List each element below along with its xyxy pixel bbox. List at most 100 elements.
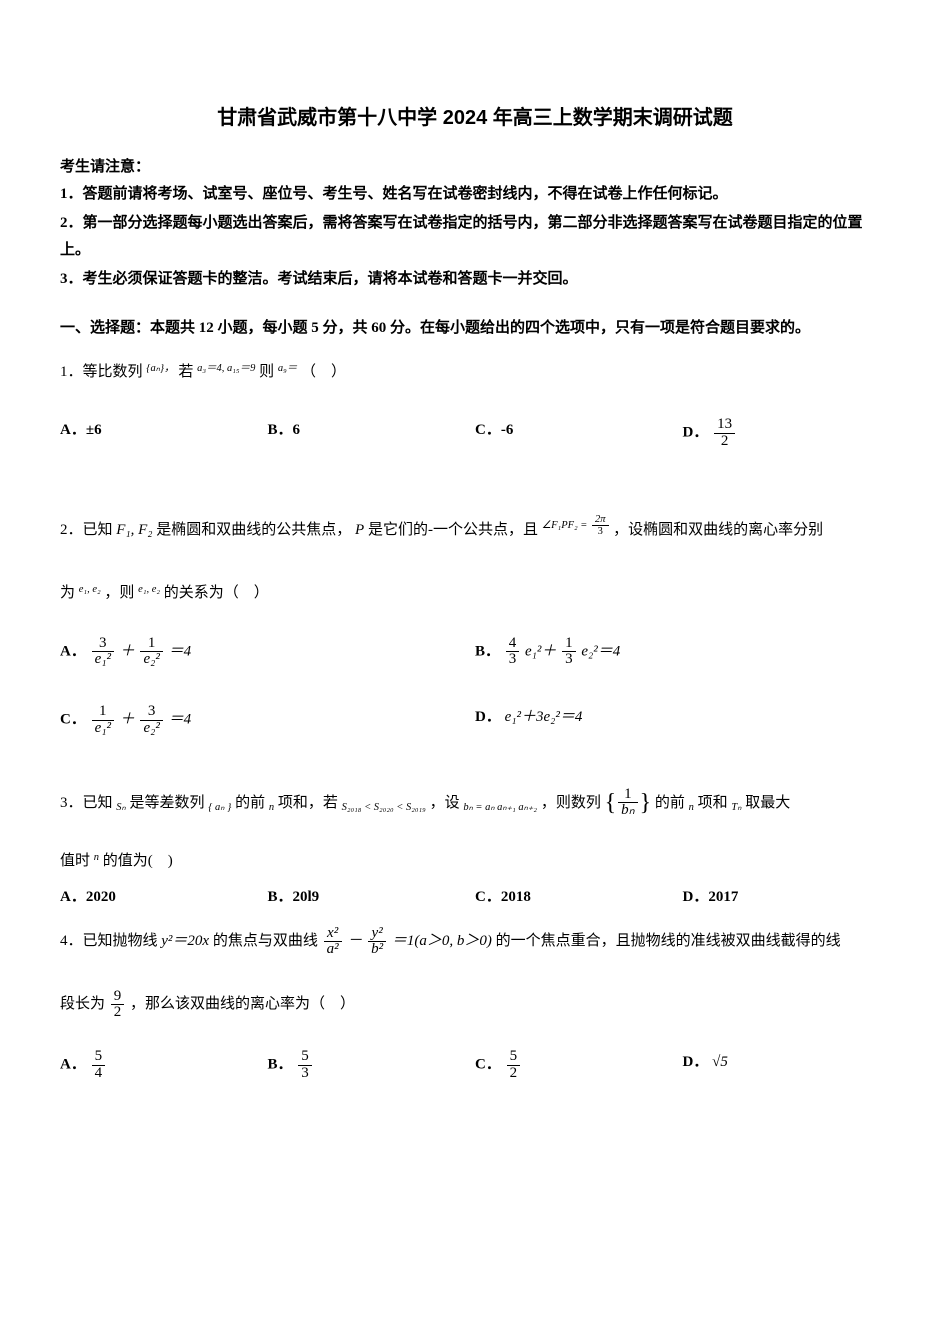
q4-opt-a: A． 54 [60, 1049, 268, 1082]
n: y² [368, 926, 386, 943]
n: 3 [92, 636, 114, 653]
t: ，设椭圆和双曲线的离心率分别 [613, 522, 823, 538]
d: a² [324, 942, 342, 958]
q2-options-row1: A． 3e₁² ＋ 1e₂² ＝4 B． 43 e₁²＋ 13 e₂²＝4 [60, 636, 890, 669]
l: B． [268, 1057, 293, 1073]
q1-opt-b: B．6 [268, 417, 476, 450]
q2-angle-lhs: ∠F₁PF₂ = [542, 520, 588, 531]
l: A． [60, 1057, 86, 1073]
t: 值时 [60, 853, 90, 869]
q2-p: P [355, 522, 364, 538]
notice-label: 考生请注意： [60, 154, 890, 181]
q3-opt-c: C．2018 [475, 884, 683, 911]
t: 是它们的-一个公共点，且 [368, 522, 542, 538]
t: 项和 [698, 794, 728, 810]
q1-prefix: 1．等比数列 [60, 364, 143, 380]
d: e₁² [92, 721, 114, 737]
d: e₂² [140, 652, 162, 668]
q1-text: 1．等比数列 {aₙ}， 若 a₃＝4, a₁₅＝9 则 a₉＝ （ ） [60, 356, 890, 389]
d: 3 [298, 1066, 312, 1082]
opt-label: B． [475, 643, 500, 659]
q1-options: A．±6 B．6 C．-6 D． 132 [60, 417, 890, 450]
m: e₁²＋ [525, 643, 556, 659]
notice-2: 2．第一部分选择题每小题选出答案后，需将答案写在试卷指定的括号内，第二部分非选择… [60, 210, 890, 264]
question-3: 3．已知 Sₙ 是等差数列 { aₙ } 的前 n 项和，若 S₂₀₁₈ < S… [60, 777, 890, 912]
n: 1 [562, 636, 576, 653]
v: √5 [712, 1054, 728, 1070]
d: 3 [506, 652, 520, 668]
t: 2．已知 [60, 522, 113, 538]
opt-label: A． [60, 422, 86, 438]
sn: Sₙ [116, 801, 125, 812]
frac-den: 2 [714, 434, 735, 450]
n2: n [689, 801, 694, 812]
sep: － [347, 933, 362, 949]
q2-foci: F₁, F₂ [116, 522, 152, 538]
l: C． [475, 1057, 501, 1073]
d: 2 [507, 1066, 521, 1082]
q1-opt-a: A．±6 [60, 417, 268, 450]
t: 为 [60, 585, 75, 601]
n: 5 [92, 1049, 106, 1066]
t: 的关系为（ ） [164, 585, 269, 601]
q4-opt-b: B． 53 [268, 1049, 476, 1082]
q1-opt-c: C．-6 [475, 417, 683, 450]
q3-line1: 3．已知 Sₙ 是等差数列 { aₙ } 的前 n 项和，若 S₂₀₁₈ < S… [60, 777, 890, 830]
q2-opt-d: D． e₁²＋3e₂²＝4 [475, 704, 890, 737]
parabola: y²＝20x [161, 933, 209, 949]
opt-label: C． [60, 712, 86, 728]
q3-opt-b: B．20l9 [268, 884, 476, 911]
t: 取最大 [745, 794, 790, 810]
n: 5 [298, 1049, 312, 1066]
q1-mid: 若 [178, 364, 193, 380]
t: 的前 [235, 794, 265, 810]
t: 3．已知 [60, 794, 113, 810]
t: 的一个焦点重合，且抛物线的准线被双曲线截得的线 [496, 933, 841, 949]
n: 3 [140, 704, 162, 721]
an: { aₙ } [208, 801, 231, 812]
opt-label: A． [60, 643, 86, 659]
v: 2017 [708, 889, 738, 905]
d: e₂² [140, 721, 162, 737]
q2-e2: e₁, e₂ [138, 583, 160, 594]
question-4: 4．已知抛物线 y²＝20x 的焦点与双曲线 x²a² － y²b² ＝1(a＞… [60, 925, 890, 1082]
n: 1 [618, 787, 637, 804]
q3-opt-d: D．2017 [683, 884, 891, 911]
q4-opt-d: D． √5 [683, 1049, 891, 1082]
n: 5 [507, 1049, 521, 1066]
n: 1 [92, 704, 114, 721]
q1-an: {aₙ}， [146, 363, 174, 374]
n: 4 [506, 636, 520, 653]
t: 是椭圆和双曲线的公共焦点， [156, 522, 351, 538]
t: ，设 [430, 794, 460, 810]
question-2: 2．已知 F₁, F₂ 是椭圆和双曲线的公共焦点， P 是它们的-一个公共点，且… [60, 514, 890, 737]
t: 的前 [655, 794, 685, 810]
notice-1: 1．答题前请将考场、试室号、座位号、考生号、姓名写在试卷密封线内，不得在试卷上作… [60, 181, 890, 208]
d: b² [368, 942, 386, 958]
q4-opt-c: C． 52 [475, 1049, 683, 1082]
opt-val: 6 [293, 422, 301, 438]
t: 段长为 [60, 996, 105, 1012]
l: A． [60, 889, 86, 905]
q2-opt-a: A． 3e₁² ＋ 1e₂² ＝4 [60, 636, 475, 669]
t: 4．已知抛物线 [60, 933, 158, 949]
q2-options-row2: C． 1e₁² ＋ 3e₂² ＝4 D． e₁²＋3e₂²＝4 [60, 704, 890, 737]
brace-l: { [605, 790, 617, 816]
opt-label: B． [268, 422, 293, 438]
n: n [269, 801, 274, 812]
d: 3 [562, 652, 576, 668]
t: ，那么该双曲线的离心率为（ ） [130, 996, 355, 1012]
opt-val: ±6 [86, 422, 102, 438]
opt-val: -6 [501, 422, 514, 438]
d: 4 [92, 1066, 106, 1082]
t: 是等差数列 [129, 794, 204, 810]
q1-tail: 则 [259, 364, 274, 380]
eq: ＝4 [169, 643, 192, 659]
d: bₙ [618, 803, 637, 819]
q2-line2: 为 e₁, e₂ ，则 e₁, e₂ 的关系为（ ） [60, 577, 890, 610]
q4-line2: 段长为 92 ，那么该双曲线的离心率为（ ） [60, 988, 890, 1021]
eq: ＝4 [169, 712, 192, 728]
l: C． [475, 889, 501, 905]
l: D． [683, 889, 709, 905]
notice-block: 考生请注意： 1．答题前请将考场、试室号、座位号、考生号、姓名写在试卷密封线内，… [60, 154, 890, 293]
